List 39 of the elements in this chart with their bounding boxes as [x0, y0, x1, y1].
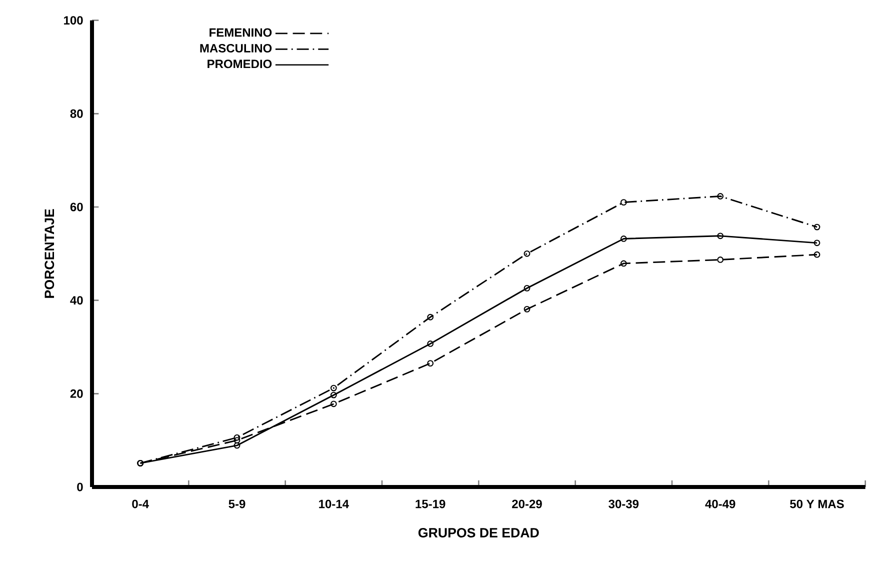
point — [717, 232, 724, 240]
point — [427, 340, 434, 347]
point — [234, 437, 240, 444]
point — [814, 224, 820, 230]
x-tick-label: 30-39 — [608, 500, 639, 508]
point — [620, 260, 627, 267]
y-tick-label: 100 — [64, 16, 83, 25]
x-tick-label: 40-49 — [705, 500, 736, 508]
legend-label: PROMEDIO — [208, 60, 272, 68]
x-tick-label: 20-29 — [512, 500, 542, 508]
y-tick-label: 0 — [77, 482, 83, 492]
y-tick-label: 60 — [70, 202, 83, 212]
point — [330, 384, 337, 392]
point — [620, 199, 627, 206]
point — [524, 306, 530, 312]
x-tick-label: 0-4 — [132, 500, 149, 508]
legend-label: MASCULINO — [200, 44, 272, 52]
x-tick-label: 5-9 — [228, 500, 246, 508]
point — [620, 236, 627, 242]
point — [427, 314, 434, 320]
y-tick-label: 20 — [70, 389, 83, 398]
point — [717, 256, 724, 263]
x-tick-label: 15-19 — [416, 500, 446, 508]
point — [234, 442, 240, 449]
point — [234, 434, 240, 441]
legend-label: FEMENINO — [210, 28, 272, 37]
point — [330, 392, 337, 398]
x-tick-label: 50 Y MAS — [790, 500, 844, 508]
point — [524, 284, 530, 292]
point — [717, 193, 724, 200]
point — [814, 251, 820, 258]
y-axis-title: PORCENTAJE — [44, 209, 54, 298]
point — [330, 400, 337, 408]
x-axis-title: GRUPOS DE EDAD — [418, 528, 539, 538]
x-tick-label: 10-14 — [319, 500, 349, 508]
y-tick-label: 40 — [70, 296, 83, 305]
point — [524, 250, 530, 257]
point — [427, 360, 434, 367]
y-tick-label: 80 — [70, 109, 83, 118]
